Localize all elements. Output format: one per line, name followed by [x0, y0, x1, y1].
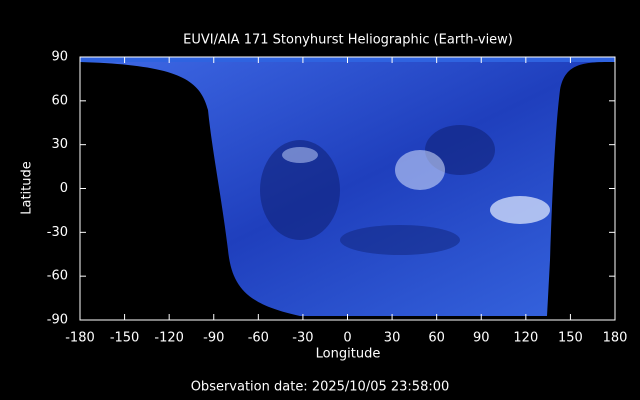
x-tick-label: -180: [65, 331, 95, 346]
x-tick-label: 120: [513, 331, 538, 346]
map-image: [80, 57, 615, 316]
x-tick-label: 180: [603, 331, 628, 346]
y-tick-label: 60: [51, 93, 68, 108]
map-region: [260, 140, 340, 240]
y-tick-label: -30: [47, 225, 68, 240]
map-fill: [80, 57, 615, 316]
footer: Observation date: 2025/10/05 23:58:00: [191, 380, 450, 395]
y-tick-label: -90: [47, 313, 68, 328]
y-tick-label: 30: [51, 137, 68, 152]
x-tick-label: 90: [473, 331, 490, 346]
x-tick-label: -120: [154, 331, 184, 346]
y-axis-label: Latitude: [20, 161, 35, 215]
x-tick-label: 30: [384, 331, 401, 346]
x-axis-label: Longitude: [316, 347, 381, 362]
y-tick-label: -60: [47, 269, 68, 284]
x-tick-label: -150: [110, 331, 140, 346]
chart-title: EUVI/AIA 171 Stonyhurst Heliographic (Ea…: [183, 33, 513, 48]
map-region: [490, 196, 550, 224]
x-tick-label: -90: [203, 331, 224, 346]
x-tick-label: 0: [343, 331, 351, 346]
x-tick-label: 150: [558, 331, 583, 346]
map-region: [282, 147, 318, 163]
x-tick-label: -30: [292, 331, 313, 346]
x-tick-label: 60: [428, 331, 445, 346]
y-tick-label: 90: [51, 50, 68, 65]
x-tick-label: -60: [248, 331, 269, 346]
y-tick-label: 0: [60, 181, 68, 196]
map-region: [395, 150, 445, 190]
map-region: [340, 225, 460, 255]
